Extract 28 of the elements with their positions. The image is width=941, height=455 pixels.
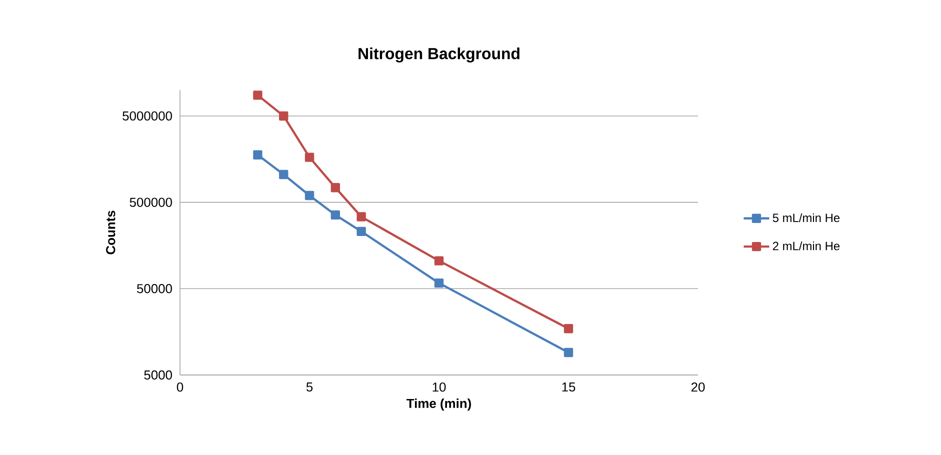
point <box>356 212 366 222</box>
point <box>330 210 340 220</box>
y-tick-label: 50000 <box>136 284 172 294</box>
legend-label: 5 mL/min He <box>772 213 840 222</box>
point <box>356 226 366 236</box>
point <box>304 190 314 200</box>
point <box>434 256 444 266</box>
chart-title: Nitrogen Background <box>358 48 520 62</box>
x-tick-label: 15 <box>562 382 576 392</box>
y-axis-title: Counts <box>106 210 116 254</box>
legend-label: 2 mL/min He <box>772 241 840 250</box>
point <box>279 111 288 121</box>
x-tick-label: 10 <box>432 382 446 392</box>
point <box>253 90 262 100</box>
point <box>253 150 262 160</box>
point <box>330 183 340 192</box>
y-tick-label: 5000000 <box>122 111 172 121</box>
point <box>279 170 288 180</box>
x-axis-title: Time (min) <box>406 398 471 411</box>
point <box>434 278 444 288</box>
x-tick-label: 0 <box>176 382 184 392</box>
x-tick-label: 5 <box>306 382 313 392</box>
y-tick-label: 500000 <box>130 198 172 207</box>
point <box>564 348 574 358</box>
x-tick-label: 20 <box>691 382 705 392</box>
point <box>564 324 574 334</box>
point <box>304 152 314 162</box>
y-tick-label: 5000 <box>144 370 172 380</box>
